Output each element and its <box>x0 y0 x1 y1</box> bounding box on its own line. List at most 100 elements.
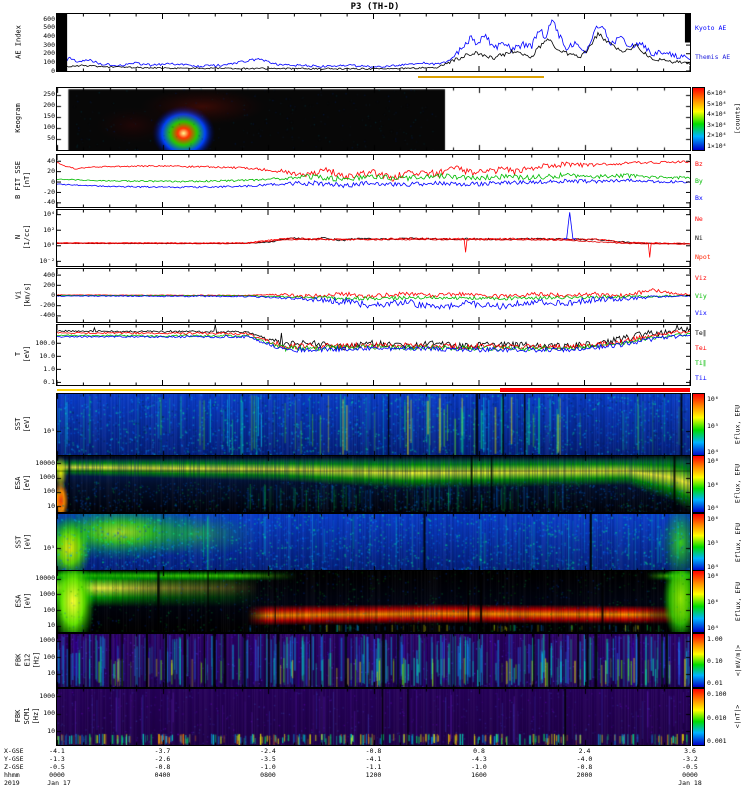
ephemeris-value: -1.0 <box>260 763 276 771</box>
colorbar-unit-fbkb: <|nT|> <box>733 704 742 729</box>
legend-v-2: Vix <box>695 309 707 318</box>
xaxis-row-label-0: X-GSE <box>4 747 24 755</box>
legend-b-0: Bz <box>695 159 703 168</box>
ytick-label-fbke: 100 <box>43 652 55 661</box>
ytick-label-ae: 200 <box>43 49 55 58</box>
legend-n-1: Ni <box>695 234 703 242</box>
ephemeris-value: -4.3 <box>471 755 487 763</box>
ephemeris-value: -3.2 <box>682 755 698 763</box>
colorbar-sste <box>692 513 705 572</box>
ephemeris-value: -1.3 <box>49 755 65 763</box>
colorbar-unit-ssti: Eflux, EFU <box>733 404 742 445</box>
ytick-label-v: 400 <box>43 270 55 279</box>
xaxis-row-label-2: Z-GSE <box>4 763 24 771</box>
ephemeris-value: -2.6 <box>154 755 171 763</box>
ephemeris-value: -1.1 <box>365 763 382 771</box>
ylabel-ssti: [eV] <box>23 415 31 433</box>
colorbar-tick-fbke: 1.00 <box>707 635 723 643</box>
colorbar-tick-keo: 4×10⁴ <box>707 110 727 119</box>
time-tick-label: 0800 <box>260 771 276 779</box>
series-ne-spike <box>563 212 577 240</box>
spectrogram-fbkb <box>57 689 690 745</box>
colorbar-tick-ssti: 10⁵ <box>707 421 719 430</box>
ytick-label-ae: 0 <box>51 66 55 75</box>
ytick-label-ae: 500 <box>43 23 55 32</box>
panel-v <box>56 268 691 323</box>
time-tick-label: 0000 <box>49 771 65 779</box>
ytick-label-v: -400 <box>39 311 55 320</box>
ephemeris-value: -0.8 <box>365 747 382 755</box>
ytick-label-fbkb: 1000 <box>39 691 55 700</box>
series-ti-par <box>57 332 690 353</box>
date-label-right: Jan 18 <box>678 779 702 787</box>
colorbar-tick-keo: 6×10⁴ <box>707 89 727 97</box>
colorbar-tick-keo: 5×10⁴ <box>707 99 727 108</box>
colorbar-unit-keo: [counts] <box>733 102 742 135</box>
colorbar-tick-keo: 3×10⁴ <box>707 120 727 129</box>
ytick-label-n: 10² <box>43 225 55 234</box>
panel-ae <box>56 13 691 72</box>
ytick-label-b: -40 <box>43 198 55 207</box>
series-bz <box>57 160 690 182</box>
ylabel-ae: AE Index <box>14 24 22 59</box>
colorbar-tick-ssti: 10⁶ <box>707 395 719 403</box>
ytick-label-t: 1.0 <box>43 364 55 373</box>
ytick-label-n: 10⁰ <box>43 241 55 250</box>
ephemeris-value: -1.0 <box>471 763 487 771</box>
ytick-label-sste: 10⁵ <box>43 543 55 552</box>
time-tick-label: 1600 <box>471 771 487 779</box>
colorbar-tick-esae: 10⁶ <box>707 598 719 606</box>
lineplot-n <box>57 210 690 266</box>
panel-t <box>56 324 691 386</box>
colorbar-tick-esae: 10⁸ <box>707 572 719 580</box>
series-by <box>57 171 690 183</box>
ephemeris-value: -0.5 <box>49 763 65 771</box>
ephemeris-value: -3.5 <box>260 755 276 763</box>
date-label-left: Jan 17 <box>47 779 71 787</box>
colorbar-tick-sste: 10⁵ <box>707 539 719 547</box>
spectrogram-esae <box>57 571 690 632</box>
series-themis-ae <box>57 31 690 70</box>
spectrogram-fbke <box>57 634 690 687</box>
ytick-label-keo: 200 <box>43 101 55 110</box>
panel-fbke <box>56 633 691 688</box>
series-te-perp <box>57 329 690 351</box>
legend-b-2: Bx <box>695 194 703 203</box>
ytick-label-esai: 1000 <box>39 473 55 482</box>
quality-bar-0 <box>417 76 545 78</box>
time-tick-label: 0000 <box>682 771 698 779</box>
lineplot-b <box>57 155 690 207</box>
ytick-label-ae: 300 <box>43 40 55 49</box>
ytick-label-t: 0.1 <box>43 377 55 386</box>
legend-n-0: Ne <box>695 215 703 224</box>
series-viz <box>57 288 690 300</box>
colorbar-ssti <box>692 393 705 457</box>
panel-ssti <box>56 393 691 457</box>
colorbar-tick-keo: 2×10⁴ <box>707 131 727 140</box>
colorbar-tick-esai: 10⁶ <box>707 480 719 489</box>
series-kyoto-ae <box>57 19 690 69</box>
series-vix <box>57 295 690 311</box>
ytick-label-n: 10⁴ <box>43 210 55 219</box>
lineplot-t <box>57 325 690 385</box>
data-gap-block <box>57 14 68 71</box>
legend-b-1: By <box>695 177 703 185</box>
ylabel-b: B FIT SSE <box>14 161 22 199</box>
ytick-label-esae: 10000 <box>35 574 55 583</box>
colorbar-tick-sste: 10⁶ <box>707 515 719 523</box>
ylabel-keo: Keogram <box>14 103 22 133</box>
panel-keo <box>56 87 691 151</box>
panel-n <box>56 209 691 267</box>
panel-sste <box>56 513 691 572</box>
colorbar-tick-fbke: 0.01 <box>707 679 723 687</box>
legend-ae-1: Themis AE <box>695 52 731 61</box>
legend-t-2: Ti∥ <box>695 358 707 367</box>
ytick-label-b: -20 <box>43 187 55 196</box>
ytick-label-v: 200 <box>43 280 55 289</box>
colorbar-tick-fbkb: 0.100 <box>707 690 727 698</box>
colorbar-tick-fbkb: 0.001 <box>707 737 727 745</box>
ytick-label-b: 0 <box>51 177 55 186</box>
series-bx <box>57 178 690 189</box>
xaxis-row-label-4: 2019 <box>4 779 20 787</box>
